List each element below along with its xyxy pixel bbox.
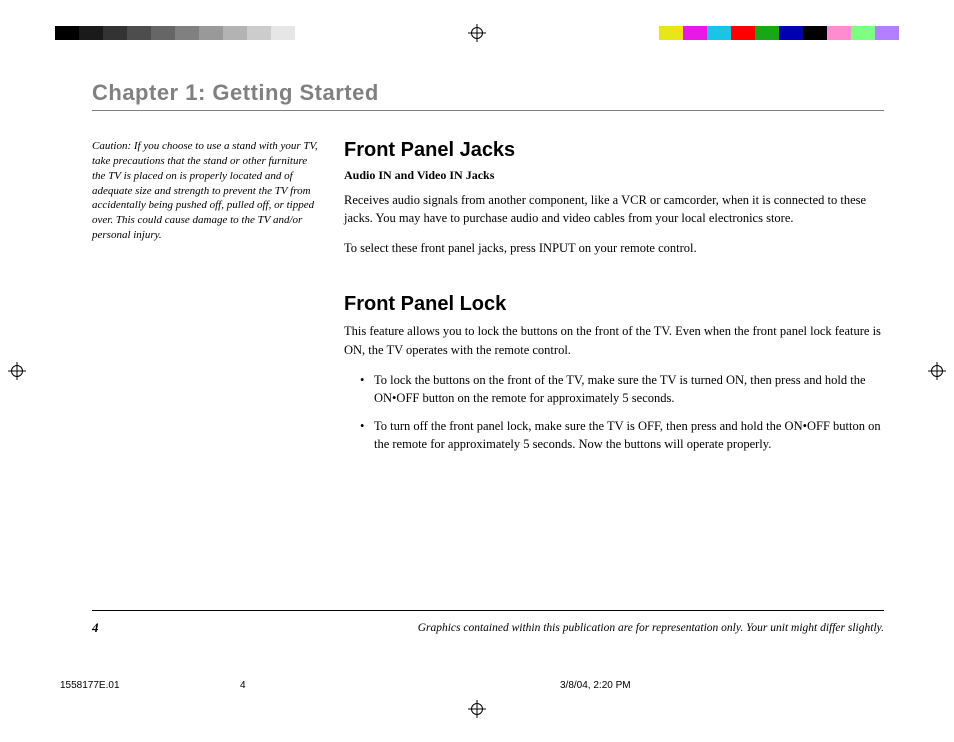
color-swatch <box>731 26 755 40</box>
color-swatch <box>659 26 683 40</box>
section-heading-lock: Front Panel Lock <box>344 293 884 316</box>
registration-mark-top <box>468 24 486 42</box>
grayscale-swatch <box>271 26 295 40</box>
slug-datetime: 3/8/04, 2:20 PM <box>560 680 631 691</box>
lock-bullet-2: To turn off the front panel lock, make s… <box>374 417 884 453</box>
color-swatch <box>683 26 707 40</box>
section-subheading-jacks: Audio IN and Video IN Jacks <box>344 168 884 183</box>
grayscale-swatch <box>199 26 223 40</box>
jacks-paragraph-2: To select these front panel jacks, press… <box>344 239 884 257</box>
page-number: 4 <box>92 620 99 636</box>
chapter-title: Chapter 1: Getting Started <box>92 80 884 111</box>
lock-bullet-list: To lock the buttons on the front of the … <box>344 371 884 454</box>
slug-page: 4 <box>240 680 560 691</box>
grayscale-swatch <box>127 26 151 40</box>
main-column: Front Panel Jacks Audio IN and Video IN … <box>344 139 884 463</box>
printer-grayscale-bar <box>55 26 295 40</box>
footer-disclaimer: Graphics contained within this publicati… <box>418 622 884 634</box>
page: Chapter 1: Getting Started Caution: If y… <box>0 0 954 742</box>
lock-paragraph-1: This feature allows you to lock the butt… <box>344 322 884 358</box>
registration-mark-right <box>928 362 946 380</box>
section-heading-jacks: Front Panel Jacks <box>344 139 884 162</box>
lock-bullet-1: To lock the buttons on the front of the … <box>374 371 884 407</box>
grayscale-swatch <box>247 26 271 40</box>
columns: Caution: If you choose to use a stand wi… <box>92 139 884 463</box>
grayscale-swatch <box>223 26 247 40</box>
grayscale-swatch <box>79 26 103 40</box>
print-slug-line: 1558177E.01 4 3/8/04, 2:20 PM <box>60 680 894 691</box>
color-swatch <box>851 26 875 40</box>
registration-mark-left <box>8 362 26 380</box>
grayscale-swatch <box>151 26 175 40</box>
color-swatch <box>803 26 827 40</box>
registration-mark-bottom <box>468 700 486 718</box>
color-swatch <box>779 26 803 40</box>
color-swatch <box>827 26 851 40</box>
color-swatch <box>707 26 731 40</box>
printer-color-bar <box>659 26 899 40</box>
grayscale-swatch <box>175 26 199 40</box>
caution-text: Caution: If you choose to use a stand wi… <box>92 139 322 243</box>
jacks-paragraph-1: Receives audio signals from another comp… <box>344 191 884 227</box>
content-area: Chapter 1: Getting Started Caution: If y… <box>92 80 884 662</box>
grayscale-swatch <box>103 26 127 40</box>
slug-filename: 1558177E.01 <box>60 680 240 691</box>
color-swatch <box>875 26 899 40</box>
footer-rule <box>92 610 884 611</box>
sidebar: Caution: If you choose to use a stand wi… <box>92 139 322 463</box>
color-swatch <box>755 26 779 40</box>
grayscale-swatch <box>55 26 79 40</box>
